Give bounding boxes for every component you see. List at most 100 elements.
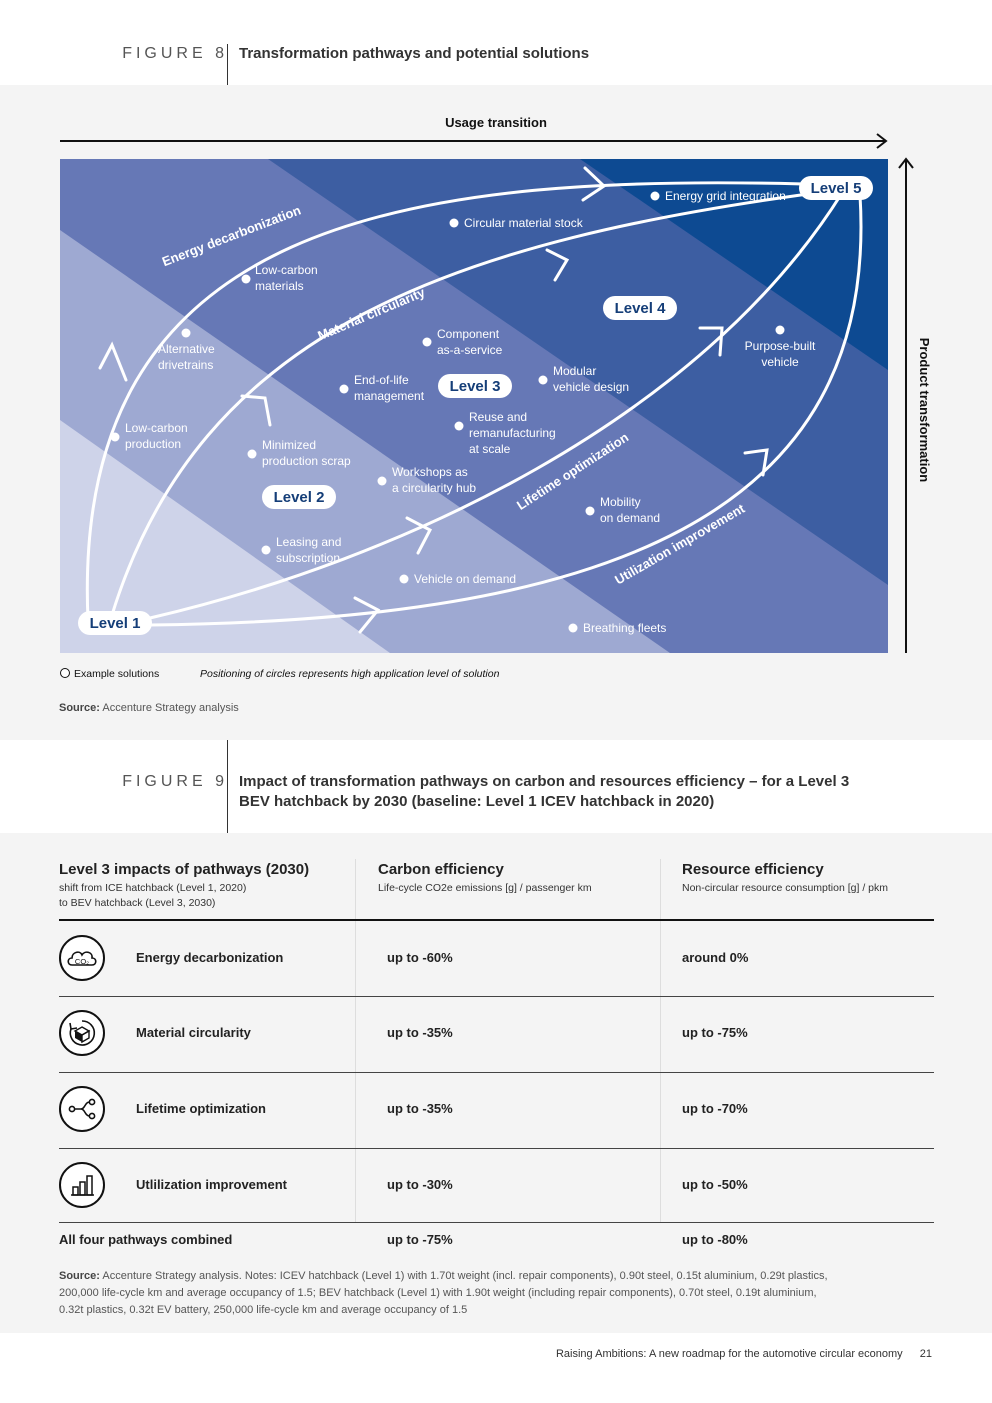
total-carbon-value: up to -75% — [387, 1232, 453, 1247]
solution-dot — [775, 325, 785, 335]
solution-label: Leasing and — [276, 535, 341, 549]
col2-title: Carbon efficiency — [378, 861, 504, 878]
solution-dot — [377, 476, 387, 486]
col2-subtitle: Life-cycle CO2e emissions [g] / passenge… — [378, 882, 592, 894]
chevron — [698, 326, 724, 357]
figure8-source: Source: Accenture Strategy analysis — [59, 702, 239, 714]
solution-label: production scrap — [262, 454, 351, 468]
level-5-label: Level 5 — [811, 180, 862, 197]
solution-dot — [585, 506, 595, 516]
pathways-diagram: Usage transition Product transformation — [60, 115, 932, 680]
solution-label: subscription — [276, 551, 340, 565]
figure9-source: Source: Accenture Strategy analysis. Not… — [59, 1268, 828, 1319]
solution-label: Mobility — [600, 495, 641, 509]
solution-dot — [241, 274, 251, 284]
col1-subtitle: shift from ICE hatchback (Level 1, 2020)… — [59, 881, 246, 911]
source-line1: Accenture Strategy analysis. Notes: ICEV… — [102, 1270, 828, 1282]
figure9-title-line2: BEV hatchback by 2030 (baseline: Level 1… — [239, 793, 715, 810]
chevron — [353, 596, 381, 634]
chevron — [743, 448, 769, 477]
col3-subtitle: Non-circular resource consumption [g] / … — [682, 882, 888, 894]
chevron — [581, 166, 607, 202]
carbon-value: up to -35% — [387, 1101, 453, 1116]
carbon-value: up to -60% — [387, 950, 453, 965]
solution-label: vehicle design — [553, 380, 629, 394]
figure8-title: Transformation pathways and potential so… — [239, 45, 590, 62]
level-4-pill — [603, 296, 677, 320]
source-line3: 0.32t plastics, 0.32t EV battery, 250,00… — [59, 1304, 468, 1316]
legend-note: Positioning of circles represents high a… — [200, 668, 500, 680]
solution-label: Circular material stock — [464, 216, 584, 230]
row-label: Material circularity — [136, 1025, 251, 1040]
figure9-label: FIGURE 9 — [122, 773, 228, 790]
total-resource-value: up to -80% — [682, 1232, 748, 1247]
report-subtitle: A new roadmap for the automotive circula… — [648, 1348, 903, 1360]
solution-label: Alternative — [158, 342, 215, 356]
row-rule — [59, 996, 934, 997]
column-divider — [355, 859, 356, 1223]
solution-dot — [261, 545, 271, 555]
solution-dot — [399, 574, 409, 584]
y-axis-arrowhead — [898, 157, 914, 169]
solution-label: drivetrains — [158, 358, 213, 372]
solution-label: Low-carbon — [125, 421, 188, 435]
branch-path-icon — [59, 1086, 105, 1132]
source-label: Source: — [59, 1270, 100, 1282]
curve-lifetime-optimization — [148, 191, 844, 620]
recycle-box-icon — [59, 1010, 105, 1056]
solution-dot — [538, 375, 548, 385]
y-axis-label: Product transformation — [917, 338, 932, 483]
solution-dot — [568, 623, 578, 633]
solution-dot — [449, 218, 459, 228]
row-rule — [59, 1072, 934, 1073]
solution-label: a circularity hub — [392, 481, 476, 495]
solution-label: End-of-life — [354, 373, 409, 387]
x-axis-label: Usage transition — [445, 115, 547, 130]
col1-subtitle-line1: shift from ICE hatchback (Level 1, 2020) — [59, 882, 247, 894]
solution-label: at scale — [469, 442, 511, 456]
curve-energy-decarbonization — [85, 181, 840, 622]
solution-dot — [339, 384, 349, 394]
total-label: All four pathways combined — [59, 1232, 233, 1247]
figure8-label: FIGURE 8 — [122, 45, 228, 62]
solutions: Energy grid integration Circular materia… — [110, 189, 816, 635]
solution-label: management — [354, 389, 425, 403]
carbon-value: up to -35% — [387, 1025, 453, 1040]
solution-label: vehicle — [761, 355, 799, 369]
figure9-panel: Level 3 impacts of pathways (2030) shift… — [0, 833, 992, 1333]
level-2-pill — [262, 485, 336, 509]
co2-cloud-icon: CO₂ — [59, 935, 105, 981]
report-title: Raising Ambitions: — [555, 1348, 647, 1360]
chevron — [405, 516, 433, 555]
solution-label: Energy grid integration — [665, 189, 786, 203]
source-label: Source: — [59, 702, 100, 714]
solution-label: Vehicle on demand — [414, 572, 516, 586]
figure8-header: FIGURE 8 Transformation pathways and pot… — [0, 0, 992, 85]
solution-dot — [454, 421, 464, 431]
source-line2: 200,000 life-cycle km and average occupa… — [59, 1287, 817, 1299]
level-bands — [60, 159, 888, 653]
carbon-value: up to -30% — [387, 1177, 453, 1192]
figure9-title-line1: Impact of transformation pathways on car… — [239, 773, 850, 790]
solution-dot — [110, 432, 120, 442]
level-2-label: Level 2 — [274, 489, 325, 506]
solution-label: Workshops as — [392, 465, 468, 479]
col3-title: Resource efficiency — [682, 861, 824, 878]
col1-title: Level 3 impacts of pathways (2030) — [59, 861, 310, 878]
figure9-title: Impact of transformation pathways on car… — [239, 772, 849, 812]
solution-label: Modular — [553, 364, 596, 378]
header-rule — [59, 919, 934, 921]
solution-label: Minimized — [262, 438, 316, 452]
figure9-divider — [227, 740, 228, 833]
page-number: 21 — [919, 1348, 932, 1360]
x-axis-arrowhead — [876, 133, 888, 149]
curve-material-circularity — [110, 188, 840, 617]
col1-subtitle-line2: to BEV hatchback (Level 3, 2030) — [59, 897, 216, 909]
solution-label: Reuse and — [469, 410, 527, 424]
row-label: Energy decarbonization — [136, 950, 284, 965]
row-label: Lifetime optimization — [136, 1101, 266, 1116]
row-rule — [59, 1148, 934, 1149]
solution-dot — [181, 328, 191, 338]
row-label: Utlilization improvement — [136, 1177, 287, 1192]
curve-utilization-improvement — [148, 193, 863, 627]
